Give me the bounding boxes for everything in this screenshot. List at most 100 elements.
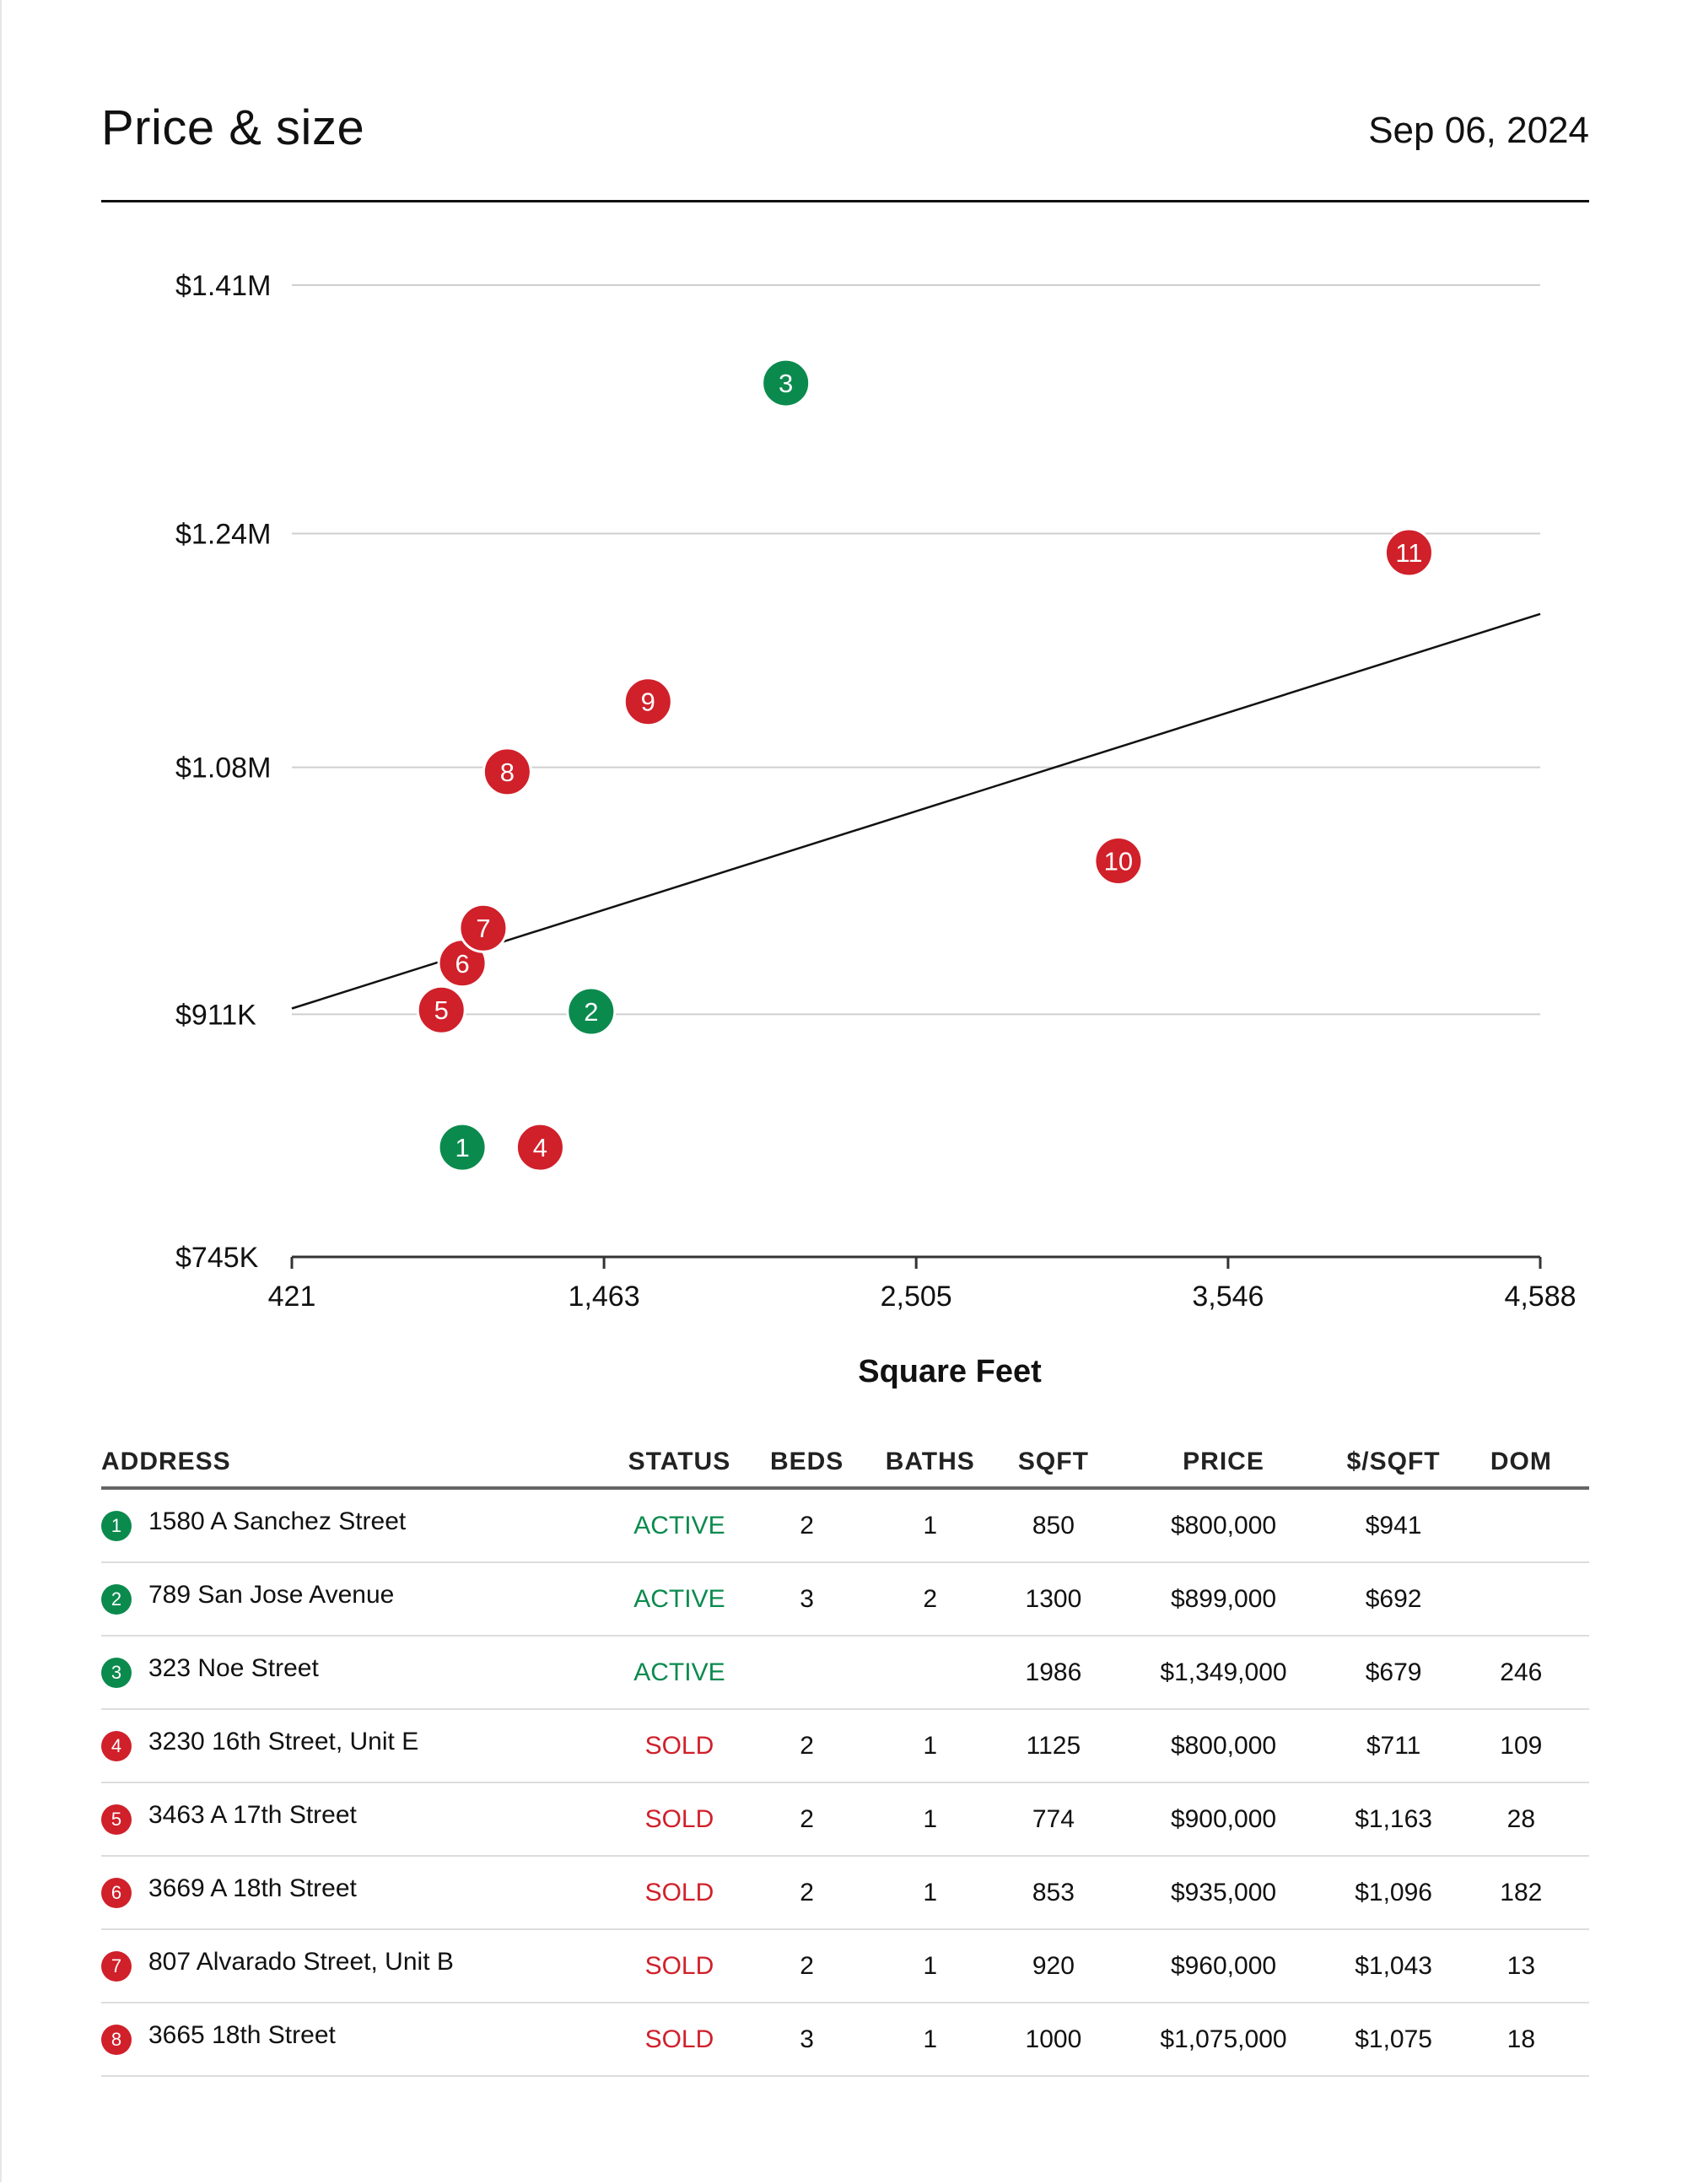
status-cell: ACTIVE — [611, 1636, 748, 1710]
baths-cell: 1 — [866, 2003, 994, 2077]
address-text[interactable]: 789 San Jose Avenue — [148, 1581, 395, 1610]
price-per-sqft-cell: $941 — [1334, 1488, 1453, 1563]
status-cell: SOLD — [611, 1856, 748, 1930]
sqft-cell: 1125 — [994, 1709, 1113, 1783]
beds-cell: 2 — [747, 1929, 867, 2003]
scatter-point-label: 4 — [533, 1133, 547, 1162]
address-text[interactable]: 1580 A Sanchez Street — [148, 1507, 407, 1536]
address-cell: 2 789 San Jose Avenue — [101, 1562, 612, 1637]
address-text[interactable]: 3669 A 18th Street — [148, 1874, 357, 1903]
scatter-point-label: 2 — [584, 997, 598, 1027]
baths-cell: 1 — [866, 1709, 994, 1783]
baths-cell: 1 — [866, 1856, 994, 1930]
beds-cell: 2 — [747, 1709, 867, 1783]
sqft-cell: 850 — [994, 1488, 1113, 1563]
beds-cell — [747, 1636, 867, 1710]
address-cell: 7 807 Alvarado Street, Unit B — [101, 1929, 612, 2003]
col-header-price[interactable]: PRICE — [1113, 1443, 1334, 1490]
row-number-badge: 8 — [101, 2024, 132, 2055]
scatter-point-9 — [623, 677, 673, 727]
table-row[interactable]: 5 3463 A 17th Street SOLD 2 1 774 $900,000 $1,1… — [101, 1782, 1589, 1857]
listings-table-container: ADDRESS STATUS BEDS BATHS SQFT PRICE $/S… — [101, 1443, 1589, 2077]
page-title: Price & size — [101, 100, 365, 155]
baths-cell — [866, 1636, 994, 1710]
status-cell: SOLD — [611, 2003, 748, 2077]
col-header-address[interactable]: ADDRESS — [101, 1443, 612, 1490]
table-row[interactable]: 6 3669 A 18th Street SOLD 2 1 853 $935,000 $1,0… — [101, 1856, 1589, 1930]
dom-cell: 182 — [1453, 1856, 1589, 1930]
baths-cell: 1 — [866, 1782, 994, 1857]
table-row[interactable]: 7 807 Alvarado Street, Unit B SOLD 2 1 920 $96… — [101, 1929, 1589, 2003]
address-text[interactable]: 807 Alvarado Street, Unit B — [148, 1948, 454, 1976]
scatter-point-label: 10 — [1104, 847, 1133, 876]
price-cell: $960,000 — [1113, 1929, 1334, 2003]
address-text[interactable]: 3665 18th Street — [148, 2021, 336, 2050]
scatter-point-4 — [515, 1122, 565, 1173]
beds-cell: 2 — [747, 1856, 867, 1930]
status-cell: ACTIVE — [611, 1562, 748, 1637]
dom-cell — [1453, 1488, 1589, 1563]
baths-cell: 1 — [866, 1929, 994, 2003]
dom-cell: 18 — [1453, 2003, 1589, 2077]
col-header-price-per-sqft[interactable]: $/SQFT — [1334, 1443, 1453, 1490]
price-cell: $1,075,000 — [1113, 2003, 1334, 2077]
col-header-sqft[interactable]: SQFT — [994, 1443, 1113, 1490]
dom-cell — [1453, 1562, 1589, 1637]
price-per-sqft-cell: $692 — [1334, 1562, 1453, 1637]
scatter-point-7 — [458, 903, 509, 953]
address-cell: 5 3463 A 17th Street — [101, 1782, 612, 1857]
scatter-point-11 — [1383, 527, 1434, 578]
table-row[interactable]: 4 3230 16th Street, Unit E SOLD 2 1 1125 $800,… — [101, 1709, 1589, 1783]
sqft-cell: 1986 — [994, 1636, 1113, 1710]
row-number-badge: 1 — [101, 1510, 132, 1541]
row-number-badge: 4 — [101, 1730, 132, 1761]
col-header-baths[interactable]: BATHS — [866, 1443, 994, 1490]
status-cell: ACTIVE — [611, 1488, 748, 1563]
price-per-sqft-cell: $1,043 — [1334, 1929, 1453, 2003]
x-tick-label: 1,463 — [569, 1281, 640, 1313]
scatter-point-10 — [1093, 836, 1144, 887]
table-row[interactable]: 8 3665 18th Street SOLD 3 1 1000 $1,075,000 $1,… — [101, 2003, 1589, 2077]
address-text[interactable]: 323 Noe Street — [148, 1654, 319, 1683]
scatter-point-2 — [566, 986, 617, 1037]
y-tick-label: $911K — [175, 999, 256, 1031]
price-per-sqft-cell: $1,096 — [1334, 1856, 1453, 1930]
y-tick-label: $745K — [175, 1242, 259, 1274]
x-tick-label: 3,546 — [1192, 1281, 1264, 1313]
price-cell: $935,000 — [1113, 1856, 1334, 1930]
col-header-beds[interactable]: BEDS — [747, 1443, 867, 1490]
x-tick-label: 4,588 — [1504, 1281, 1576, 1313]
dom-cell: 28 — [1453, 1782, 1589, 1857]
table-row[interactable]: 1 1580 A Sanchez Street ACTIVE 2 1 850 $800,00… — [101, 1488, 1589, 1563]
row-number-badge: 7 — [101, 1950, 132, 1982]
address-cell: 6 3669 A 18th Street — [101, 1856, 612, 1930]
scatter-point-label: 6 — [455, 949, 469, 979]
scatter-point-1 — [437, 1122, 488, 1173]
x-axis-title: Square Feet — [858, 1354, 1042, 1389]
scatter-point-3 — [761, 358, 811, 408]
beds-cell: 3 — [747, 2003, 867, 2077]
table-row[interactable]: 2 789 San Jose Avenue ACTIVE 3 2 1300 $899,000… — [101, 1562, 1589, 1637]
address-text[interactable]: 3463 A 17th Street — [148, 1801, 357, 1830]
price-per-sqft-cell: $711 — [1334, 1709, 1453, 1783]
dom-cell: 13 — [1453, 1929, 1589, 2003]
scatter-point-label: 8 — [500, 758, 515, 787]
col-header-dom[interactable]: DOM — [1453, 1443, 1589, 1490]
price-cell: $899,000 — [1113, 1562, 1334, 1637]
price-per-sqft-cell: $679 — [1334, 1636, 1453, 1710]
sqft-cell: 920 — [994, 1929, 1113, 2003]
row-number-badge: 2 — [101, 1583, 132, 1615]
scatter-point-label: 5 — [434, 995, 449, 1025]
sqft-cell: 1300 — [994, 1562, 1113, 1637]
table-row[interactable]: 3 323 Noe Street ACTIVE 1986 $1,349,000 $679 2… — [101, 1636, 1589, 1710]
address-text[interactable]: 3230 16th Street, Unit E — [148, 1728, 419, 1756]
col-header-status[interactable]: STATUS — [611, 1443, 748, 1490]
scatter-point-label: 7 — [476, 914, 490, 943]
listings-table: ADDRESS STATUS BEDS BATHS SQFT PRICE $/S… — [101, 1443, 1589, 2077]
scatter-point-label: 3 — [779, 369, 793, 398]
y-tick-label: $1.41M — [175, 270, 271, 302]
baths-cell: 1 — [866, 1488, 994, 1563]
sqft-cell: 774 — [994, 1782, 1113, 1857]
